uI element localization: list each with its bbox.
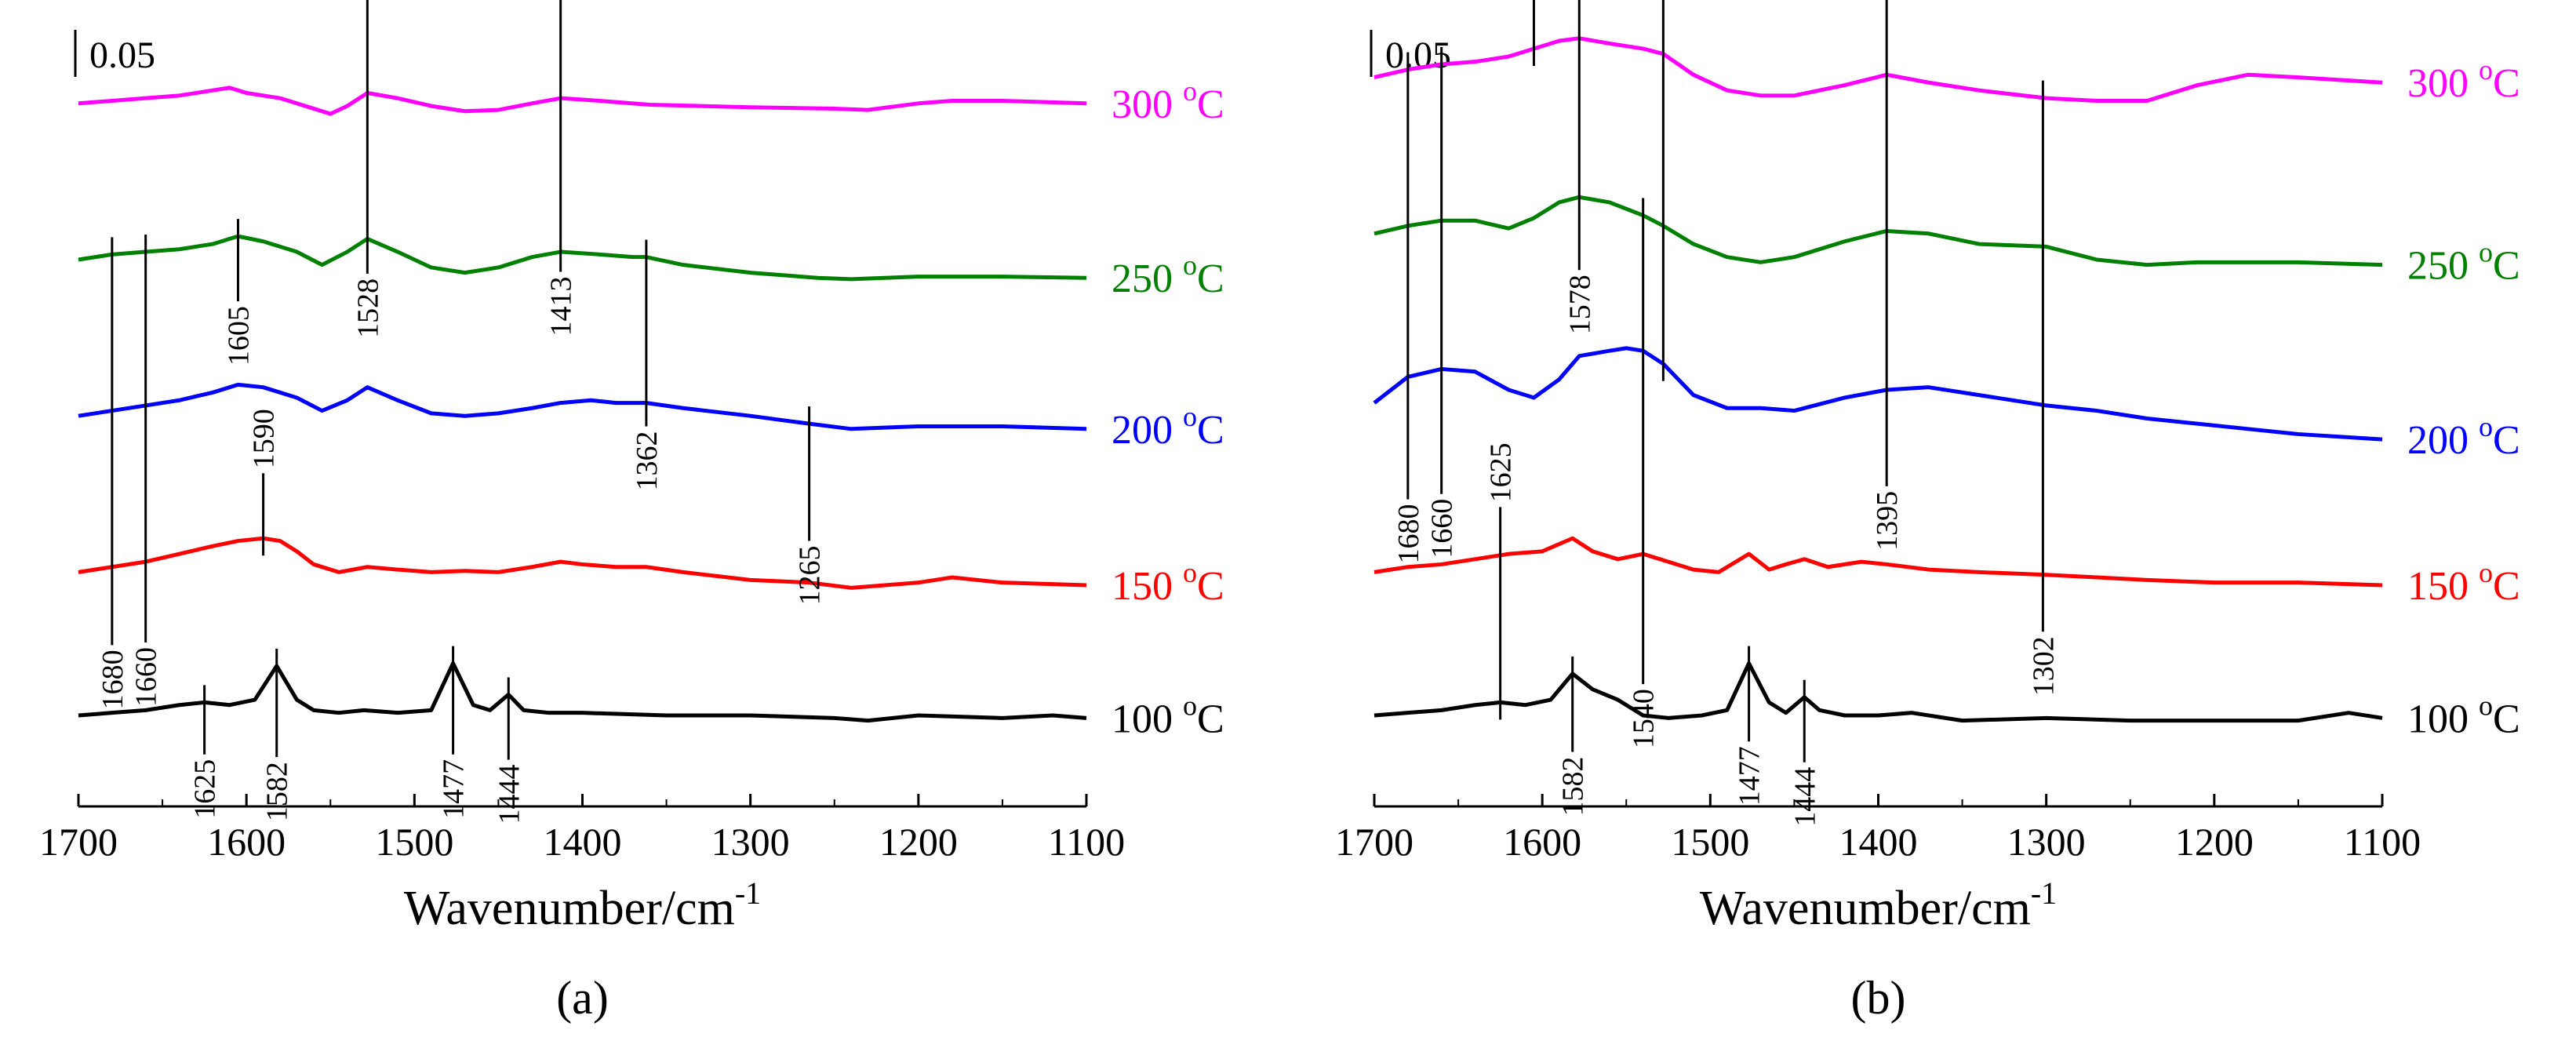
peak-label: 1680 <box>96 650 129 709</box>
peak-label: 1582 <box>1557 756 1590 816</box>
series-label-unit: C <box>2493 564 2520 609</box>
series-label-value: 250 <box>1112 257 1183 301</box>
series-label-unit: C <box>2493 244 2520 289</box>
series-label-value: 300 <box>1112 82 1183 127</box>
series-label: 100 oC <box>1112 690 1224 741</box>
series-label-value: 250 <box>2407 244 2479 289</box>
series-label: 150 oC <box>1112 557 1224 609</box>
x-axis-title-text: Wavenumber/cm <box>1700 882 2031 935</box>
peak-label: 1625 <box>189 759 222 819</box>
series-label: 300 oC <box>2407 54 2520 106</box>
series-label-unit: C <box>1197 408 1224 453</box>
series-label: 300 oC <box>1112 75 1224 127</box>
series-line-200C <box>1373 346 2383 442</box>
series-line-250C <box>1374 195 2383 267</box>
x-tick-label: 1200 <box>2175 820 2254 864</box>
series-label: 100 oC <box>2407 690 2520 741</box>
series-label: 150 oC <box>2407 557 2520 609</box>
panel-a: 0.05 1700 1600 1500 1400 1300 1200 1100 Wavenumb… <box>39 0 1224 1024</box>
series-label-value: 100 <box>1112 697 1183 741</box>
series-label-unit: C <box>1197 82 1224 127</box>
peak-label: 1660 <box>1426 499 1459 559</box>
series-label-degree: o <box>1183 557 1197 588</box>
x-tick-label: 1600 <box>207 820 286 864</box>
x-tick-label: 1100 <box>2344 820 2421 864</box>
peak-label: 1582 <box>261 762 294 821</box>
series-label-value: 300 <box>2407 61 2479 106</box>
series-label-degree: o <box>2479 237 2493 268</box>
series-label-value: 150 <box>1112 564 1183 609</box>
peak-label: 1477 <box>1734 746 1766 806</box>
series-line-150C <box>78 536 1087 590</box>
peak-label: 1444 <box>1788 767 1821 827</box>
series-label-degree: o <box>2479 690 2493 721</box>
series-label-unit: C <box>2493 697 2520 741</box>
series-label-degree: o <box>1183 249 1197 281</box>
series-label-unit: C <box>2493 418 2520 463</box>
peak-label: 1395 <box>1871 491 1904 551</box>
series-label: 200 oC <box>1112 401 1224 453</box>
x-tick-label: 1400 <box>1839 820 1918 864</box>
peak-label: 1590 <box>248 409 281 468</box>
series-label-degree: o <box>2479 557 2493 588</box>
series-label-degree: o <box>2479 54 2493 86</box>
peak-label: 1605 <box>222 306 255 366</box>
x-tick-label: 1700 <box>1335 820 1414 864</box>
series-line-250C <box>78 234 1087 282</box>
series-label: 250 oC <box>2407 237 2520 289</box>
series-line-100C <box>1374 661 2383 723</box>
x-tick-label: 1300 <box>2007 820 2086 864</box>
series-label-value: 100 <box>2407 697 2479 741</box>
series-label-unit: C <box>1197 697 1224 741</box>
series-line-200C <box>78 382 1087 431</box>
peak-label: 1578 <box>1563 275 1596 334</box>
peak-label: 1660 <box>130 647 163 707</box>
x-tick-label: 1700 <box>39 820 118 864</box>
x-axis-title: Wavenumber/cm-1 <box>1700 875 2057 935</box>
x-axis-title-superscript: -1 <box>2031 875 2057 911</box>
series-label-unit: C <box>1197 257 1224 301</box>
x-axis-title-superscript: -1 <box>735 875 761 911</box>
x-tick-label: 1200 <box>879 820 958 864</box>
series-label-degree: o <box>1183 690 1197 721</box>
x-tick-label: 1500 <box>1671 820 1749 864</box>
x-tick-label: 1100 <box>1048 820 1125 864</box>
x-axis-title: Wavenumber/cm-1 <box>404 875 761 935</box>
peak-label: 1477 <box>438 759 471 819</box>
x-axis-title-text: Wavenumber/cm <box>404 882 735 935</box>
peak-label: 1362 <box>631 431 664 490</box>
series-label-value: 200 <box>2407 418 2479 463</box>
peak-label: 1302 <box>2027 636 2060 696</box>
peak-label: 1680 <box>1392 504 1425 563</box>
series-line-150C <box>1374 536 2383 588</box>
peak-label: 1413 <box>545 276 578 336</box>
x-tick-label: 1300 <box>711 820 790 864</box>
series-line-300C <box>1374 36 2383 103</box>
series-label-unit: C <box>2493 61 2520 106</box>
peak-label: 1528 <box>351 278 384 338</box>
x-tick-label: 1400 <box>544 820 622 864</box>
series-line-100C <box>78 661 1087 723</box>
series-label-degree: o <box>2479 411 2493 442</box>
series-label-unit: C <box>1197 564 1224 609</box>
series-label-value: 150 <box>2407 564 2479 609</box>
series-line-300C <box>78 86 1087 116</box>
peak-label: 1444 <box>493 764 526 824</box>
series-label-degree: o <box>1183 75 1197 107</box>
peak-label: 1625 <box>1485 442 1518 502</box>
x-tick-label: 1600 <box>1503 820 1581 864</box>
peak-label: 1265 <box>794 546 827 606</box>
series-label-value: 200 <box>1112 408 1183 453</box>
x-tick-label: 1500 <box>375 820 453 864</box>
series-label-degree: o <box>1183 401 1197 432</box>
peak-label: 1540 <box>1628 689 1661 748</box>
scale-bar-label: 0.05 <box>89 35 155 76</box>
series-label: 250 oC <box>1112 249 1224 301</box>
panel-label: (b) <box>1851 972 1906 1024</box>
series-label: 200 oC <box>2407 411 2520 463</box>
panel-label: (a) <box>556 972 609 1024</box>
